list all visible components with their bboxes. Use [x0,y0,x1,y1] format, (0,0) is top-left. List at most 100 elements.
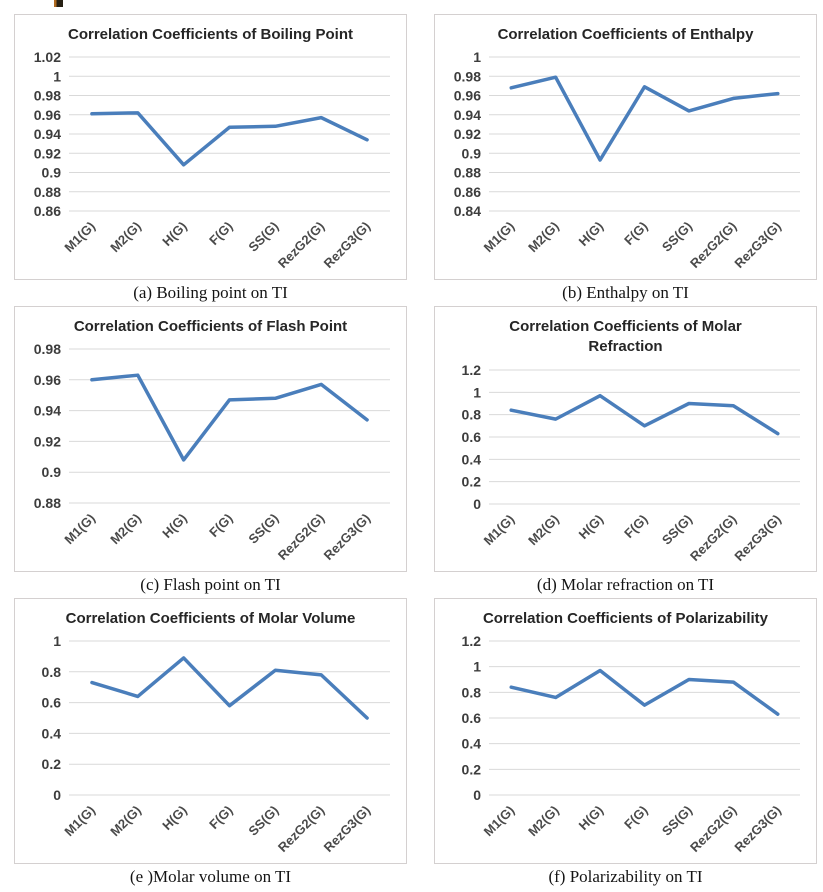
chart-plot-molar-volume: 1 0.8 0.6 0.4 0.2 0 M1(G) M2(G) H(G) F(G) SS(G) Rez… [15,629,406,863]
figure-b: Correlation Coefficients of Enthalpy 1 0.… [434,14,817,306]
chart-caption-polarizability: (f) Polarizability on TI [548,867,703,886]
y-tick-label: 0.98 [34,341,61,357]
y-tick-label: 0.8 [462,685,482,701]
y-tick-label: 0.88 [34,184,61,200]
x-category-label: M1(G) [61,511,98,548]
chart-panel-molar-refraction: Correlation Coefficients of Molar Refrac… [434,306,817,572]
chart-caption-molar-refraction: (d) Molar refraction on TI [536,575,715,594]
x-category-label: RezG3(G) [321,511,373,563]
chart-title-polarizability: Correlation Coefficients of Polarizabili… [482,610,769,627]
figure-a: Correlation Coefficients of Boiling Poin… [14,14,407,306]
chart-caption-boiling-point: (a) Boiling point on TI [133,283,288,302]
x-category-label: SS(G) [245,803,281,839]
series-line [509,669,780,717]
x-category-label: M2(G) [107,803,144,840]
y-tick-label: 0.2 [462,762,482,778]
x-category-label: M1(G) [481,219,518,256]
x-category-label: F(G) [206,511,235,540]
y-tick-label: 0.8 [42,664,62,680]
y-tick-label: 0 [473,496,481,512]
y-tick-label: 0.94 [34,403,61,419]
figure-row-1: Correlation Coefficients of Boiling Poin… [14,14,823,306]
chart-plot-molar-refraction: 1.2 1 0.8 0.6 0.4 0.2 0 M1(G) M2(G) H(G) F(G) SS(G)… [435,358,816,572]
chart-svg: 1.2 1 0.8 0.6 0.4 0.2 0M1(G) M2(G) H(G) F(G) SS(G)… [462,362,800,564]
chart-panel-flash-point: Correlation Coefficients of Flash Point … [14,306,407,572]
y-tick-label: 0.88 [454,165,481,181]
y-tick-label: 0.6 [462,710,482,726]
y-tick-label: 0.6 [462,429,482,445]
chart-svg: 1.2 1 0.8 0.6 0.4 0.2 0M1(G) M2(G) H(G) F(G) SS(G)… [462,633,800,855]
x-category-label: RezG2(G) [275,803,327,855]
x-category-label: M2(G) [525,803,562,840]
y-tick-label: 1.2 [462,362,482,378]
x-category-label: RezG3(G) [731,511,783,563]
x-category-label: M2(G) [107,219,144,256]
chart-title-molar-volume: Correlation Coefficients of Molar Volume [65,610,356,627]
x-category-label: M1(G) [61,219,98,256]
x-category-label: SS(G) [245,511,281,547]
chart-title-molar-refraction: Correlation Coefficients of Molar Refrac… [509,318,742,356]
x-category-label: M2(G) [107,511,144,548]
chart-title-boiling-point: Correlation Coefficients of Boiling Poin… [68,26,353,43]
figure-f: Correlation Coefficients of Polarizabili… [434,598,817,890]
y-tick-label: 0.6 [42,695,62,711]
x-category-label: H(G) [159,219,190,250]
series-line [90,656,369,720]
x-category-label: F(G) [621,511,650,540]
x-category-label: H(G) [159,803,190,834]
y-tick-label: 0.96 [454,88,481,104]
x-category-label: RezG3(G) [321,803,373,855]
x-category-label: M2(G) [525,511,562,548]
x-category-label: RezG2(G) [687,511,739,563]
x-category-label: SS(G) [245,219,281,255]
y-tick-label: 0.4 [42,726,62,742]
y-tick-label: 0.86 [454,184,481,200]
figure-e: Correlation Coefficients of Molar Volume… [14,598,407,890]
y-tick-label: 1 [473,659,481,675]
x-category-label: RezG3(G) [731,219,783,271]
x-category-label: RezG2(G) [275,219,327,271]
clipped-text-artifact [54,0,63,7]
chart-plot-flash-point: 0.98 0.96 0.94 0.92 0.9 0.88 M1(G) M2(G) H(G) F(G… [15,337,406,571]
y-tick-label: 0 [473,787,481,803]
y-tick-label: 0.98 [454,69,481,85]
y-tick-label: 1.2 [462,633,482,649]
chart-panel-enthalpy: Correlation Coefficients of Enthalpy 1 0.… [434,14,817,280]
y-tick-label: 0.4 [462,451,482,467]
series-line [90,373,369,462]
x-category-label: RezG2(G) [687,219,739,271]
chart-title-enthalpy: Correlation Coefficients of Enthalpy [497,26,754,43]
y-tick-label: 0.84 [454,203,481,219]
x-category-label: H(G) [576,219,607,250]
chart-plot-enthalpy: 1 0.98 0.96 0.94 0.92 0.9 0.88 0.86 0.84 M1(G) M2(… [435,45,816,279]
x-category-label: M1(G) [481,803,518,840]
y-tick-label: 0.94 [454,107,481,123]
chart-caption-enthalpy: (b) Enthalpy on TI [562,283,689,302]
y-tick-label: 1 [53,633,61,649]
y-tick-label: 0.86 [34,203,61,219]
y-tick-label: 0.4 [462,736,482,752]
x-category-label: SS(G) [659,219,695,255]
figure-c: Correlation Coefficients of Flash Point … [14,306,407,598]
y-tick-label: 0 [53,787,61,803]
figure-row-3: Correlation Coefficients of Molar Volume… [14,598,823,890]
y-tick-label: 0.92 [34,146,61,162]
y-tick-label: 0.88 [34,495,61,511]
y-tick-label: 0.8 [462,406,482,422]
y-tick-label: 1 [473,384,481,400]
x-category-label: RezG3(G) [321,219,373,271]
x-category-label: SS(G) [659,511,695,547]
series-line [509,75,780,162]
y-tick-label: 0.98 [34,88,61,104]
y-tick-label: 0.2 [42,756,62,772]
y-tick-label: 1 [53,69,61,85]
x-category-label: RezG3(G) [731,803,783,855]
chart-caption-molar-volume: (e )Molar volume on TI [129,867,292,886]
chart-panel-molar-volume: Correlation Coefficients of Molar Volume… [14,598,407,864]
x-category-label: H(G) [159,511,190,542]
x-category-label: H(G) [576,511,607,542]
